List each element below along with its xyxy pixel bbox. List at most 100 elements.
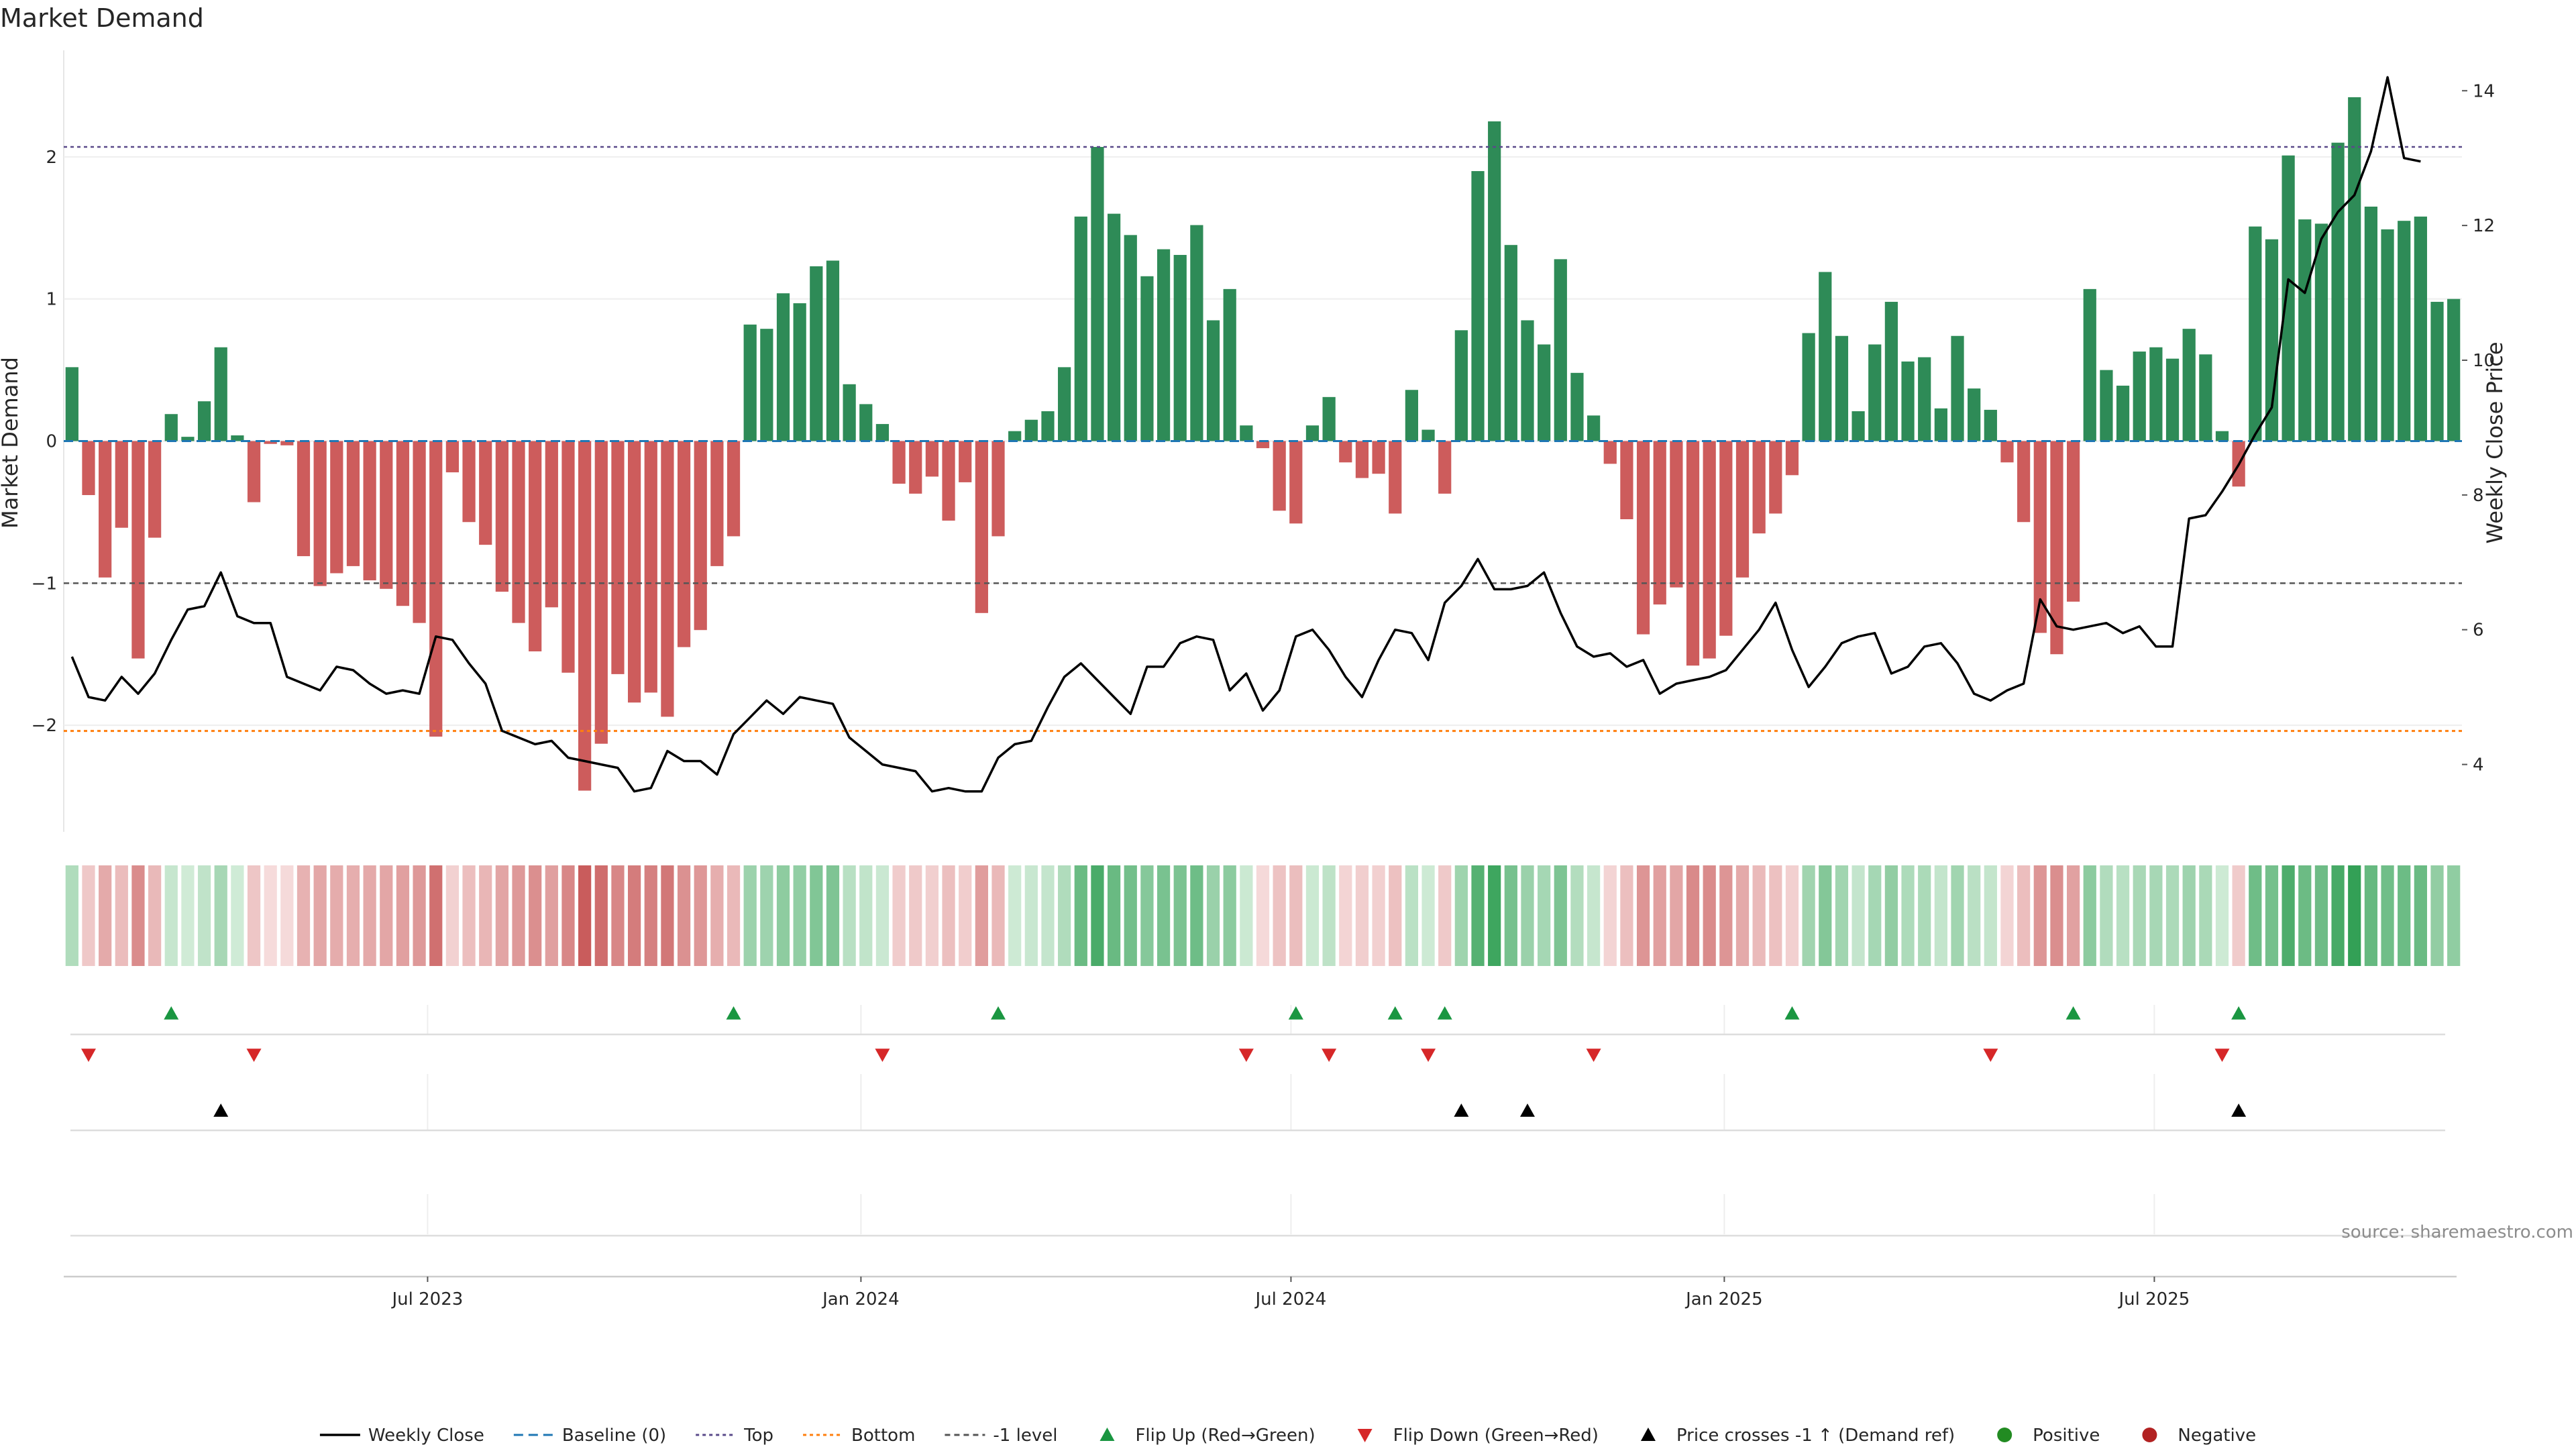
strip-cell-negative — [1719, 865, 1733, 966]
demand-bar-negative — [991, 441, 1005, 537]
strip-cell-negative — [545, 865, 558, 966]
demand-bar-negative — [445, 441, 460, 473]
y-right-tick-label: 10 — [2473, 351, 2495, 371]
demand-bar-positive — [2116, 385, 2130, 441]
strip-cell-negative — [1273, 865, 1286, 966]
demand-bar-negative — [942, 441, 955, 521]
strip-cell-negative — [148, 865, 162, 966]
demand-bar-negative — [661, 441, 674, 717]
demand-bar-negative — [1785, 441, 1799, 476]
strip-cell-negative — [1339, 865, 1352, 966]
flip-down-marker — [2214, 1049, 2230, 1062]
strip-cell-negative — [611, 865, 625, 966]
flip-up-marker — [2065, 1006, 2081, 1020]
demand-bar-negative — [975, 441, 988, 613]
strip-cell-positive — [1322, 865, 1336, 966]
legend-label: Top — [743, 1426, 773, 1446]
y-left-tick-label: 2 — [46, 148, 57, 168]
strip-cell-positive — [2414, 865, 2427, 966]
strip-cell-negative — [1653, 865, 1666, 966]
strip-cell-negative — [991, 865, 1005, 966]
demand-bar-positive — [1157, 249, 1171, 441]
demand-bar-positive — [1868, 344, 1882, 441]
strip-cell-positive — [776, 865, 790, 966]
demand-bar-positive — [1884, 301, 1898, 441]
strip-cell-negative — [495, 865, 508, 966]
demand-bar-positive — [2282, 155, 2295, 441]
strip-cell-positive — [875, 865, 890, 966]
strip-cell-positive — [1570, 865, 1584, 966]
strip-cell-positive — [2314, 865, 2328, 966]
demand-bar-negative — [561, 441, 575, 673]
strip-cell-positive — [1984, 865, 1997, 966]
demand-bar-positive — [1107, 213, 1121, 441]
demand-bar-negative — [1686, 441, 1700, 666]
demand-bar-positive — [1074, 216, 1087, 441]
strip-cell-negative — [2017, 865, 2031, 966]
demand-bar-negative — [313, 441, 327, 586]
demand-bar-positive — [214, 347, 227, 441]
strip-cell-positive — [1190, 865, 1203, 966]
strip-cell-negative — [346, 865, 360, 966]
strip-cell-positive — [164, 865, 178, 966]
strip-cell-negative — [677, 865, 691, 966]
price-cross-marker — [2231, 1104, 2247, 1117]
demand-bar-positive — [1240, 425, 1253, 441]
demand-bar-positive — [1918, 357, 1931, 441]
demand-bar-negative — [2050, 441, 2063, 655]
demand-bar-positive — [1322, 396, 1336, 441]
strip-cell-positive — [65, 865, 78, 966]
demand-bar-negative — [2066, 441, 2080, 602]
y-right-tick-label: 12 — [2473, 216, 2495, 236]
strip-cell-positive — [2348, 865, 2361, 966]
strip-cell-positive — [1521, 865, 1534, 966]
flip-down-marker — [80, 1049, 96, 1062]
strip-cell-positive — [1918, 865, 1931, 966]
demand-bar-negative — [1719, 441, 1733, 636]
demand-strip — [65, 865, 2461, 966]
strip-cell-positive — [1454, 865, 1468, 966]
strip-cell-positive — [181, 865, 195, 966]
demand-bar-positive — [1024, 419, 1038, 441]
demand-bar-negative — [578, 441, 592, 791]
demand-bar-positive — [1405, 390, 1419, 441]
demand-bar-positive — [1008, 431, 1022, 441]
strip-cell-negative — [2232, 865, 2245, 966]
strip-cell-negative — [909, 865, 922, 966]
price-cross-marker — [1519, 1104, 1535, 1117]
legend-label: Negative — [2178, 1426, 2256, 1446]
y-right-tick-label: 14 — [2473, 81, 2495, 101]
demand-bar-negative — [429, 441, 443, 737]
strip-cell-negative — [1670, 865, 1683, 966]
demand-bar-positive — [1058, 367, 1071, 441]
strip-cell-negative — [1372, 865, 1385, 966]
x-tick-label: Jul 2024 — [1254, 1289, 1327, 1309]
y-right-tick-label: 8 — [2473, 486, 2484, 506]
demand-bar-negative — [115, 441, 128, 528]
demand-bar-negative — [280, 441, 294, 445]
demand-bar-negative — [529, 441, 542, 651]
demand-bar-negative — [710, 441, 724, 566]
demand-bar-negative — [330, 441, 343, 574]
demand-bar-positive — [776, 293, 790, 441]
strip-cell-negative — [1256, 865, 1270, 966]
demand-bar-positive — [2133, 352, 2146, 441]
strip-cell-positive — [1206, 865, 1220, 966]
strip-cell-negative — [661, 865, 674, 966]
demand-bar-positive — [1190, 225, 1203, 441]
strip-cell-positive — [2199, 865, 2212, 966]
strip-cell-positive — [1968, 865, 1981, 966]
legend-label: Price crosses -1 ↑ (Demand ref) — [1676, 1426, 1955, 1446]
demand-bar-positive — [793, 303, 806, 441]
strip-cell-negative — [396, 865, 410, 966]
flip-up-marker — [164, 1006, 179, 1020]
strip-cell-negative — [959, 865, 972, 966]
demand-bar-positive — [1223, 288, 1236, 441]
demand-bar-negative — [148, 441, 162, 538]
strip-cell-negative — [247, 865, 261, 966]
demand-bar-positive — [1454, 330, 1468, 441]
strip-cell-negative — [313, 865, 327, 966]
demand-bar-negative — [1752, 441, 1766, 534]
legend-handle-flip-up — [1099, 1428, 1115, 1441]
